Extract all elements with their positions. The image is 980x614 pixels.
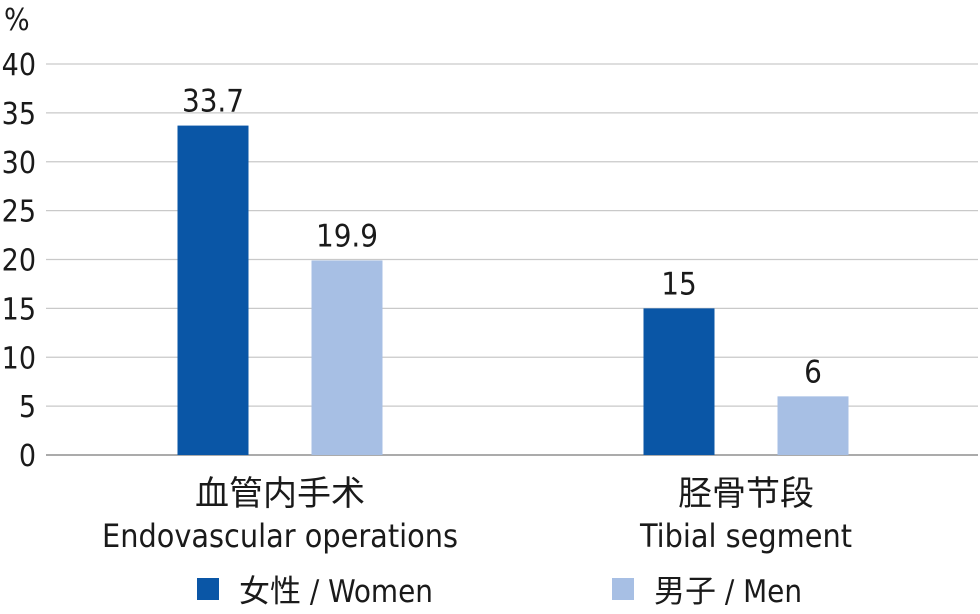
bar-women-1 xyxy=(643,308,715,455)
legend: 女性 / Women 男子 / Men xyxy=(197,574,802,610)
data-label: 15 xyxy=(661,266,696,302)
y-tick-label: 0 xyxy=(19,439,36,474)
y-tick-label: 40 xyxy=(2,48,36,83)
y-tick-label: 30 xyxy=(2,146,36,181)
y-tick-label: 10 xyxy=(2,341,36,376)
category-label-cn: 胫骨节段 xyxy=(678,474,814,514)
y-tick-label: 25 xyxy=(2,195,36,230)
category-label-en: Tibial segment xyxy=(639,517,852,555)
legend-label-women: 女性 / Women xyxy=(239,574,433,610)
y-axis: % 0 5 10 15 20 25 30 35 40 xyxy=(2,3,36,474)
bars xyxy=(177,125,849,456)
category-label-cn: 血管内手术 xyxy=(195,474,365,514)
data-label: 6 xyxy=(804,354,822,390)
data-label: 33.7 xyxy=(182,84,244,120)
y-tick-label: 5 xyxy=(19,390,36,425)
y-tick-label: 15 xyxy=(2,292,36,327)
y-tick-label: 20 xyxy=(2,244,36,279)
data-label: 19.9 xyxy=(316,218,378,254)
y-tick-label: 35 xyxy=(2,97,36,132)
data-labels: 33.7 15 19.9 6 xyxy=(182,84,822,391)
bar-women-0 xyxy=(177,125,249,456)
legend-swatch-men xyxy=(612,578,634,600)
bar-men-1 xyxy=(777,396,849,455)
bar-men-0 xyxy=(311,260,383,455)
category-label-en: Endovascular operations xyxy=(102,517,458,555)
legend-label-men: 男子 / Men xyxy=(654,574,802,610)
y-unit-label: % xyxy=(4,3,30,38)
legend-swatch-women xyxy=(197,578,219,600)
